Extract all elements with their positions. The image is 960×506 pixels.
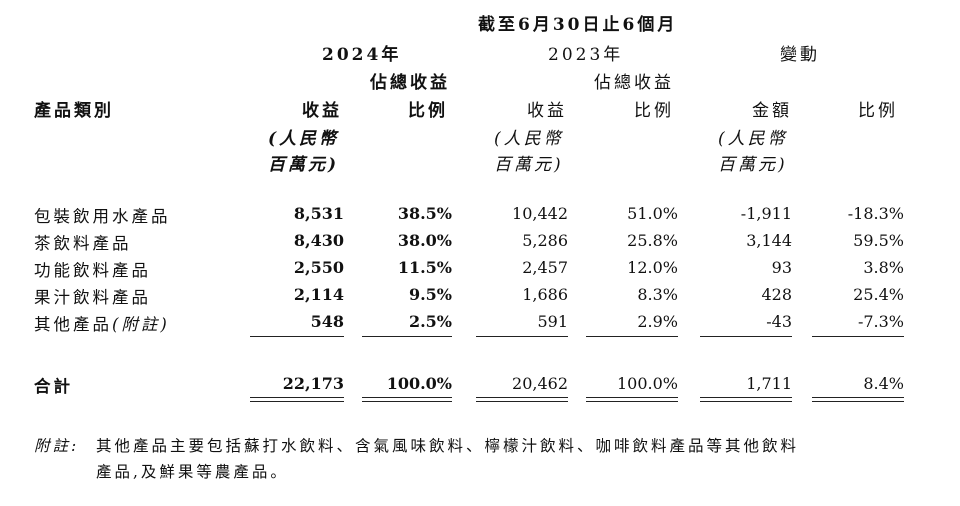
row-label-note: (附註) <box>112 315 170 334</box>
rev-2023-unit-line2: 百萬元) <box>494 155 564 175</box>
change-amount-cell: 93 <box>771 258 792 277</box>
rev-2023-cell: 2,457 <box>522 258 568 277</box>
rev-2024-heading: 收益 <box>302 101 342 121</box>
double-rule-pct-2023 <box>586 397 678 402</box>
change-ratio-cell: 3.8% <box>863 258 904 277</box>
total-rev-2023: 20,462 <box>512 374 568 393</box>
row-label: 其他產品(附註) <box>34 311 170 335</box>
double-rule-change-ratio <box>812 397 904 402</box>
total-label: 合計 <box>34 377 73 396</box>
pct-2023-cell: 51.0% <box>627 204 678 223</box>
pct-2023-cell: 2.9% <box>637 312 678 331</box>
change-unit-line1: (人民幣 <box>718 129 788 149</box>
pct-2024-cell: 11.5% <box>397 258 452 277</box>
change-ratio-cell: -18.3% <box>847 204 904 223</box>
rev-2023-cell: 10,442 <box>512 204 568 223</box>
rev-2024-cell: 8,531 <box>293 204 344 223</box>
change-unit-line2: 百萬元) <box>718 155 788 175</box>
pct-2024-cell: 38.0% <box>397 231 452 250</box>
rev-2024-cell: 548 <box>310 312 344 331</box>
rev-2024-unit-line2: 百萬元) <box>268 155 340 175</box>
change-amount-cell: 3,144 <box>746 231 792 250</box>
row-label: 功能飲料產品 <box>34 261 151 280</box>
rev-2024-unit-line1: (人民幣 <box>268 129 340 149</box>
rev-2023-cell: 591 <box>537 312 568 331</box>
rule-rev-2024 <box>250 336 344 337</box>
pct-2024-cell: 2.5% <box>408 312 452 331</box>
change-amount-cell: 428 <box>761 285 792 304</box>
total-change-ratio: 8.4% <box>863 374 904 393</box>
double-rule-pct-2024 <box>362 397 452 402</box>
pct-2023-heading-line1: 佔總收益 <box>594 73 674 93</box>
double-rule-change-amount <box>700 397 792 402</box>
rule-change-ratio <box>812 336 904 337</box>
total-pct-2023: 100.0% <box>616 374 678 393</box>
change-ratio-cell: -7.3% <box>857 312 904 331</box>
rev-2023-unit-line1: (人民幣 <box>494 129 564 149</box>
rev-2024-cell: 2,550 <box>293 258 344 277</box>
year-2023-heading: 2023年 <box>548 45 624 65</box>
change-amount-cell: -43 <box>766 312 792 331</box>
double-rule-rev-2024 <box>250 397 344 402</box>
total-pct-2024: 100.0% <box>386 374 452 393</box>
footnote-line1: 其他產品主要包括蘇打水飲料、含氣風味飲料、檸檬汁飲料、咖啡飲料產品等其他飲料 <box>96 437 800 455</box>
rev-2023-cell: 5,286 <box>522 231 568 250</box>
row-label-text: 其他產品 <box>34 315 112 334</box>
change-amount-cell: -1,911 <box>740 204 792 223</box>
pct-2023-cell: 25.8% <box>627 231 678 250</box>
rule-change-amount <box>700 336 792 337</box>
footnote-label: 附註: <box>34 437 80 455</box>
rev-2024-cell: 8,430 <box>293 231 344 250</box>
pct-2023-heading-line2: 比例 <box>634 101 674 121</box>
rule-pct-2024 <box>362 336 452 337</box>
pct-2024-cell: 9.5% <box>408 285 452 304</box>
pct-2024-heading-line1: 佔總收益 <box>370 73 450 93</box>
rev-2023-cell: 1,686 <box>522 285 568 304</box>
rule-rev-2023 <box>476 336 568 337</box>
footnote-line2: 產品,及鮮果等農產品。 <box>96 463 289 481</box>
change-ratio-cell: 25.4% <box>853 285 904 304</box>
change-heading: 變動 <box>780 45 820 65</box>
total-rev-2024: 22,173 <box>282 374 344 393</box>
year-2024-heading: 2024年 <box>322 45 402 65</box>
row-label: 茶飲料產品 <box>34 234 132 253</box>
change-ratio-heading: 比例 <box>858 101 898 121</box>
category-heading: 產品類別 <box>34 101 114 121</box>
double-rule-rev-2023 <box>476 397 568 402</box>
pct-2023-cell: 12.0% <box>627 258 678 277</box>
row-label: 果汁飲料產品 <box>34 288 151 307</box>
row-label: 包裝飲用水產品 <box>34 207 171 226</box>
rule-pct-2023 <box>586 336 678 337</box>
rev-2024-cell: 2,114 <box>293 285 344 304</box>
pct-2023-cell: 8.3% <box>637 285 678 304</box>
change-amount-heading: 金額 <box>752 101 792 121</box>
pct-2024-cell: 38.5% <box>397 204 452 223</box>
rev-2023-heading: 收益 <box>527 101 567 121</box>
total-change-amount: 1,711 <box>746 374 792 393</box>
change-ratio-cell: 59.5% <box>853 231 904 250</box>
period-heading: 截至6月30日止6個月 <box>478 15 678 35</box>
pct-2024-heading-line2: 比例 <box>408 101 448 121</box>
